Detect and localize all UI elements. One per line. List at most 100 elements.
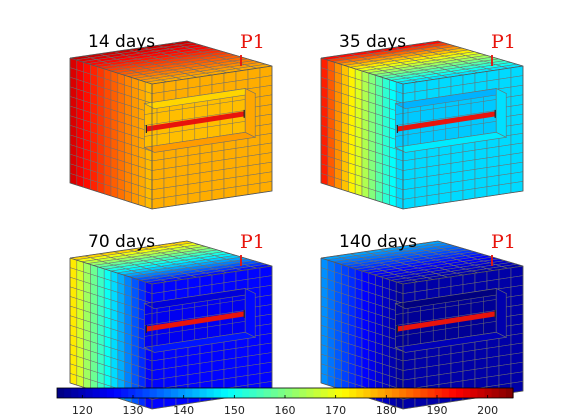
colorbar-swatch — [491, 388, 500, 398]
colorbar-swatch — [505, 388, 514, 398]
colorbar-swatch — [156, 388, 165, 398]
colorbar-swatch — [185, 388, 193, 398]
colorbar-swatch — [363, 388, 372, 398]
colorbar-swatch — [456, 388, 464, 398]
well-label: P1 — [491, 231, 516, 253]
fracture — [397, 311, 496, 332]
colorbar-swatch — [420, 388, 429, 398]
colorbar-tick-label: 160 — [275, 404, 296, 417]
colorbar-swatch — [192, 388, 201, 398]
colorbar-swatch — [64, 388, 72, 398]
colorbar-swatch — [463, 388, 471, 398]
colorbar-swatch — [149, 388, 158, 398]
colorbar-swatch — [199, 388, 208, 398]
colorbar-swatch — [277, 388, 286, 398]
block-outline — [69, 40, 273, 210]
colorbar-swatch — [285, 388, 293, 398]
time-label: 14 days — [88, 32, 155, 52]
colorbar-swatch — [327, 388, 336, 398]
colorbar-swatch — [384, 388, 393, 398]
colorbar-swatch — [484, 388, 493, 398]
colorbar-swatch — [99, 388, 108, 398]
colorbar-swatch — [235, 388, 243, 398]
recess-grid-line — [144, 110, 246, 126]
colorbar-swatch — [306, 388, 315, 398]
colorbar-swatch — [106, 388, 115, 398]
colorbar-swatch — [477, 388, 486, 398]
panels-layer: 14 days P1 35 days P1 70 days P1 140 days P1 — [69, 31, 524, 410]
colorbar-swatch — [391, 388, 400, 398]
recess-grid-line — [395, 110, 497, 126]
colorbar-swatch — [114, 388, 122, 398]
colorbar-swatch — [399, 388, 407, 398]
colorbar-tick-label: 170 — [325, 404, 346, 417]
colorbar-tick-label: 190 — [427, 404, 448, 417]
panel-3: 140 days P1 — [320, 231, 524, 410]
colorbar-swatch — [320, 388, 329, 398]
colorbar-swatch — [263, 388, 272, 398]
colorbar-swatch — [299, 388, 307, 398]
time-label: 140 days — [339, 232, 417, 252]
well-label: P1 — [491, 31, 516, 53]
block-outline — [320, 40, 524, 210]
colorbar-swatch — [171, 388, 179, 398]
colorbar: 120 130 140 150 160 170 180 190 200 — [56, 387, 514, 417]
recess-grid-line — [395, 310, 497, 326]
recess-side-wall — [244, 88, 256, 138]
colorbar-swatch — [71, 388, 79, 398]
colorbar-swatch — [249, 388, 258, 398]
recess-grid-line — [144, 299, 246, 315]
colorbar-swatch — [57, 388, 65, 398]
colorbar-tick-label: 130 — [123, 404, 144, 417]
colorbar-swatch — [206, 388, 215, 398]
recess-grid-line — [144, 99, 246, 115]
colorbar-swatch — [413, 388, 421, 398]
time-label: 35 days — [339, 32, 406, 52]
colorbar-swatch — [135, 388, 144, 398]
colorbar-swatch — [178, 388, 186, 398]
panel-0: 14 days P1 — [69, 31, 273, 210]
colorbar-swatch — [349, 388, 357, 398]
panel-2: 70 days P1 — [69, 231, 273, 410]
recess-grid-line — [144, 310, 246, 326]
colorbar-tick-label: 140 — [173, 404, 194, 417]
colorbar-tick-label: 150 — [224, 404, 245, 417]
fracture — [146, 111, 245, 132]
well-label: P1 — [240, 31, 265, 53]
colorbar-swatch — [142, 388, 151, 398]
colorbar-swatch — [128, 388, 136, 398]
recess-side-wall — [495, 88, 507, 138]
fracture — [146, 311, 245, 332]
recess-grid-line — [144, 321, 246, 337]
panel-1: 35 days P1 — [320, 31, 524, 210]
well-label: P1 — [240, 231, 265, 253]
colorbar-swatch — [163, 388, 172, 398]
colorbar-swatch — [256, 388, 265, 398]
recess-side-wall — [495, 288, 507, 338]
colorbar-swatch — [334, 388, 343, 398]
colorbar-swatch — [121, 388, 129, 398]
colorbar-swatch — [242, 388, 250, 398]
colorbar-swatch — [220, 388, 229, 398]
recess-grid-line — [395, 321, 497, 337]
colorbar-swatch — [427, 388, 436, 398]
time-label: 70 days — [88, 232, 155, 252]
fracture — [397, 111, 496, 132]
colorbar-swatch — [441, 388, 450, 398]
colorbar-swatch — [434, 388, 443, 398]
colorbar-swatch — [228, 388, 236, 398]
colorbar-swatch — [377, 388, 386, 398]
recess-grid-line — [144, 121, 246, 137]
colorbar-swatch — [313, 388, 322, 398]
colorbar-swatch — [213, 388, 222, 398]
recess-grid-line — [395, 121, 497, 137]
colorbar-swatch — [292, 388, 300, 398]
colorbar-swatch — [448, 388, 457, 398]
colorbar-swatch — [78, 388, 87, 398]
colorbar-swatch — [342, 388, 350, 398]
recess-grid-line — [395, 299, 497, 315]
colorbar-swatch — [85, 388, 94, 398]
colorbar-swatch — [406, 388, 414, 398]
colorbar-tick-label: 180 — [376, 404, 397, 417]
